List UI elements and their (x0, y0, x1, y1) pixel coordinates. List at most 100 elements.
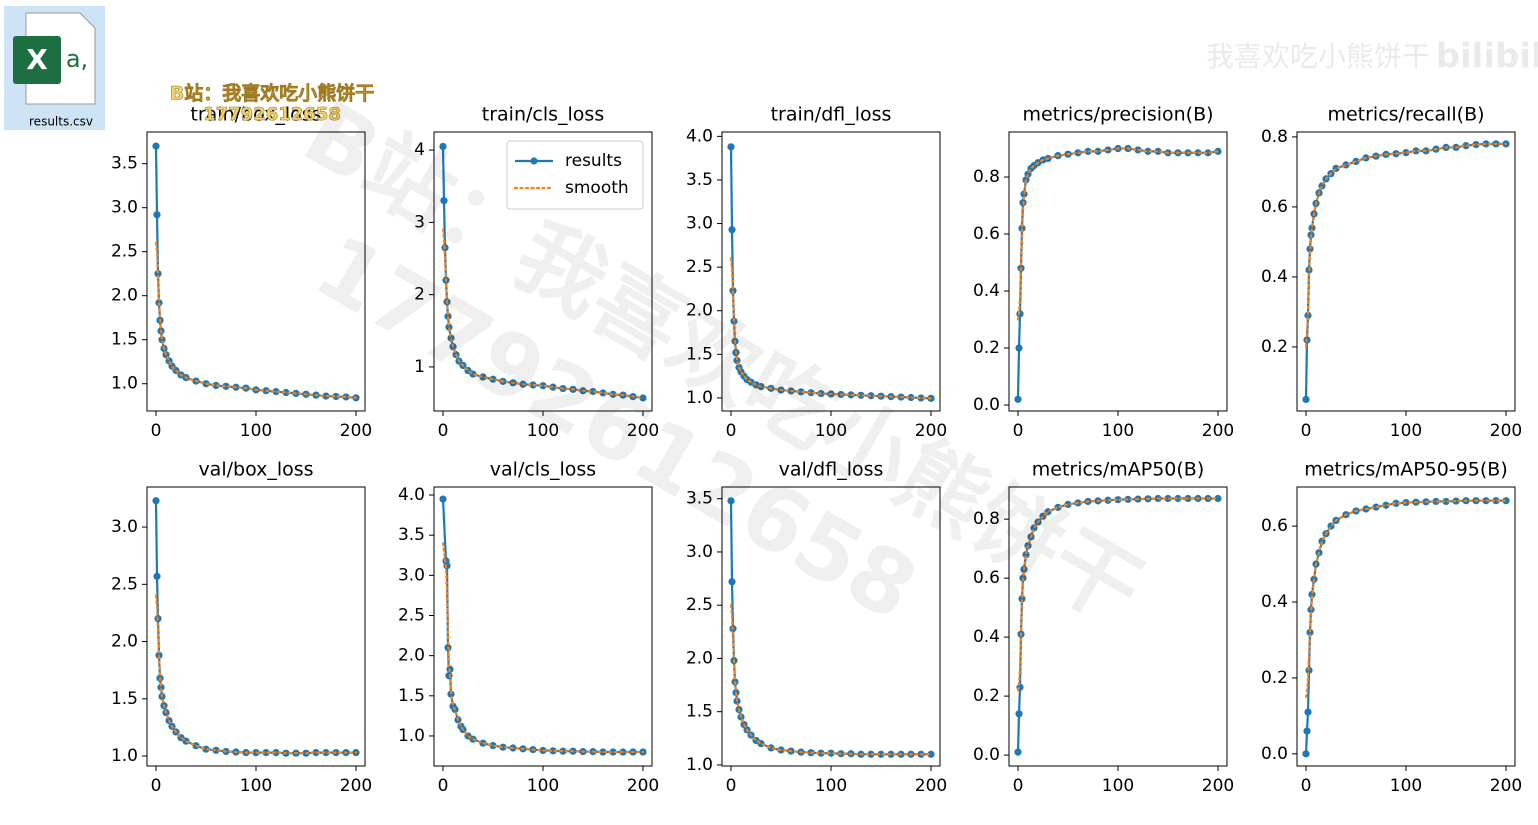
data-point (1214, 494, 1222, 503)
excel-badge-text: a, (66, 45, 88, 73)
y-tick-label: 3.0 (111, 517, 138, 537)
axes-frame (1008, 131, 1228, 412)
data-point (728, 226, 736, 234)
data-point (1014, 395, 1022, 403)
data-point (1015, 710, 1023, 718)
data-point (479, 373, 487, 381)
x-tick-label: 0 (438, 776, 449, 796)
series-line-overlay (1017, 497, 1219, 692)
x-tick-label: 0 (1301, 776, 1312, 796)
series-line-overlay (155, 594, 357, 755)
data-point (282, 388, 290, 397)
subplot-title: metrics/recall(B) (1327, 104, 1484, 126)
y-tick-label: 0.8 (973, 167, 1000, 187)
data-point (212, 746, 220, 754)
plot-area (1302, 140, 1510, 404)
subplot-title: train/cls_loss (482, 104, 604, 126)
x-tick-label: 100 (815, 421, 847, 441)
y-tick-label: 2.0 (686, 301, 713, 321)
data-point (312, 749, 320, 757)
y-tick-label: 0.4 (973, 281, 1000, 301)
data-point (1342, 161, 1350, 169)
x-tick-label: 0 (438, 421, 449, 441)
watermark-corner: 我喜欢吃小熊饼干 (1206, 40, 1430, 73)
data-point (152, 142, 160, 150)
series-line-overlay (442, 228, 644, 399)
data-point (153, 572, 161, 580)
data-point (444, 312, 452, 320)
data-point (1306, 628, 1314, 636)
subplot: metrics/precision(B) 0.0 0.2 0.4 0.6 0.8 0 100 2… (973, 104, 1234, 442)
data-point (797, 388, 805, 396)
y-tick-label: 0.0 (973, 395, 1000, 415)
x-tick-label: 200 (1490, 776, 1522, 796)
plot-area (1302, 497, 1510, 758)
legend-label: results (565, 151, 622, 171)
data-point (1114, 496, 1122, 504)
data-point (322, 749, 330, 757)
data-point (439, 142, 447, 151)
data-point (440, 197, 448, 205)
y-tick-label: 2.0 (111, 286, 138, 306)
data-point (1154, 147, 1162, 155)
y-tick-label: 0.0 (973, 745, 1000, 765)
data-point (1015, 344, 1023, 352)
x-tick-label: 0 (1013, 776, 1024, 796)
x-tick-label: 100 (1390, 776, 1422, 796)
data-point (153, 211, 161, 219)
subplot: metrics/mAP50(B) 0.0 0.2 0.4 0.6 0.8 0 100 200 (973, 459, 1234, 797)
series-line-overlay (730, 604, 932, 756)
subplot: metrics/mAP50-95(B) 0.0 0.2 0.4 0.6 0 100 200 (1261, 459, 1522, 797)
data-point (907, 393, 915, 402)
excel-badge (13, 36, 61, 84)
x-tick-label: 200 (627, 776, 659, 796)
x-tick-label: 100 (1102, 776, 1134, 796)
data-point (1014, 748, 1022, 756)
axes-frame (1008, 486, 1228, 767)
data-point (1502, 497, 1510, 505)
y-tick-label: 2.0 (686, 648, 713, 668)
legend-label: smooth (565, 178, 629, 198)
y-tick-label: 1.5 (398, 686, 425, 706)
y-tick-label: 0.8 (1261, 127, 1288, 147)
x-tick-label: 200 (1202, 776, 1234, 796)
axes-frame (721, 486, 941, 767)
data-point (1412, 147, 1420, 155)
data-point (639, 394, 647, 402)
subplot-title: metrics/mAP50(B) (1032, 459, 1204, 481)
y-tick-label: 0.2 (1261, 337, 1288, 357)
data-point (499, 743, 507, 751)
y-tick-label: 3.5 (111, 154, 138, 174)
file-icon[interactable]: X a, results.csv (4, 6, 105, 130)
data-point (877, 750, 885, 758)
data-point (489, 742, 497, 750)
data-point (262, 749, 270, 757)
data-point (1064, 500, 1072, 509)
y-tick-label: 0.2 (1261, 668, 1288, 688)
plot-area (727, 497, 935, 758)
subplot-title: train/dfl_loss (771, 104, 892, 126)
x-tick-label: 0 (151, 421, 162, 441)
subplot-title: metrics/mAP50-95(B) (1304, 459, 1508, 481)
axes-frame (721, 131, 941, 412)
data-point (1084, 147, 1092, 155)
y-tick-label: 1.5 (686, 702, 713, 722)
y-tick-label: 0.2 (973, 686, 1000, 706)
data-point (733, 356, 741, 365)
data-point (445, 323, 453, 331)
y-tick-label: 0.6 (973, 224, 1000, 244)
data-point (1308, 224, 1316, 232)
watermark-logo: bilibili (1436, 37, 1538, 77)
data-point (1492, 497, 1500, 505)
data-point (1472, 141, 1480, 149)
data-point (1302, 395, 1310, 404)
plot-area (439, 142, 647, 402)
plot-area (1014, 494, 1222, 756)
data-point (1022, 550, 1030, 559)
x-tick-label: 200 (915, 421, 947, 441)
y-tick-label: 4.0 (398, 485, 425, 505)
data-point (727, 497, 735, 505)
subplot: train/cls_loss 1 2 3 4 0 100 200 results smooth (414, 104, 659, 442)
